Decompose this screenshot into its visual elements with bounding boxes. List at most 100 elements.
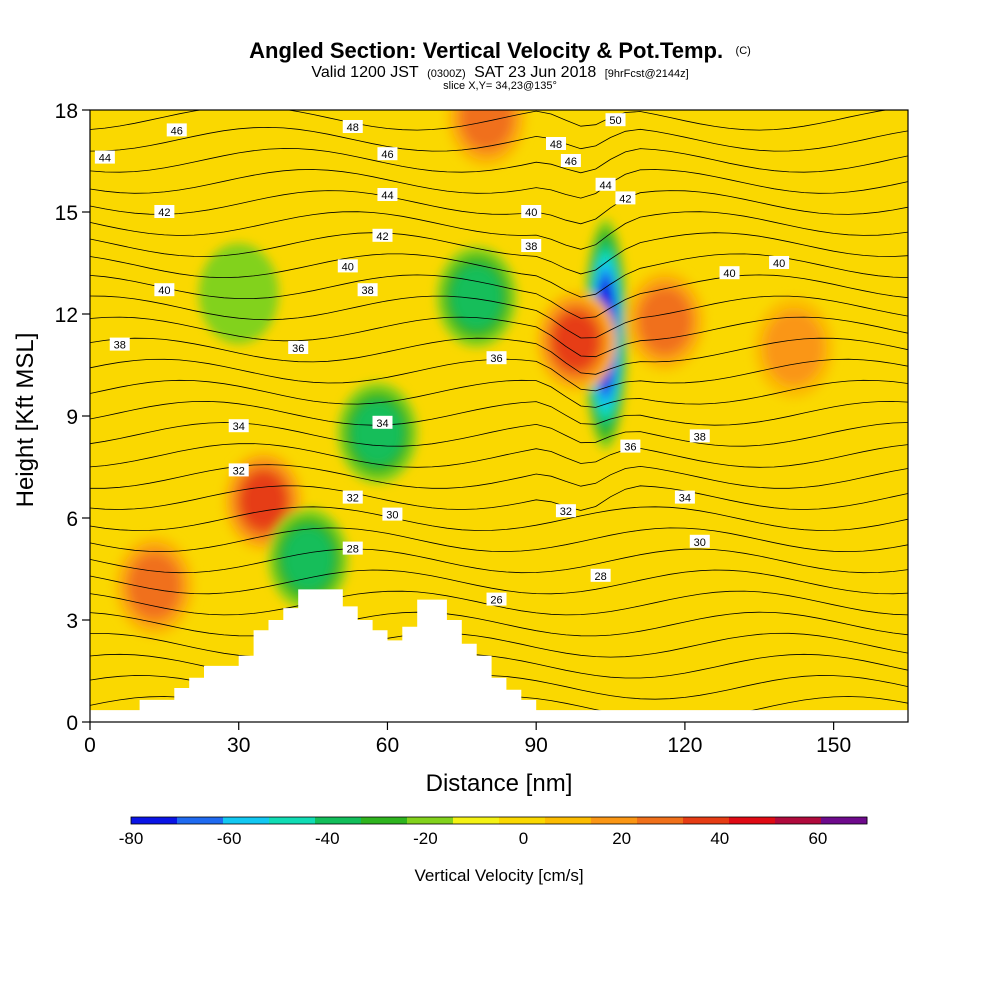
colorbar-swatch: [361, 817, 408, 824]
velocity-feature-7: [436, 246, 517, 348]
isentrope-line: [90, 485, 908, 511]
colorbar-swatch: [223, 817, 270, 824]
x-tick-label: 150: [816, 734, 851, 757]
isentrope-label: 36: [620, 439, 641, 454]
isentrope-label: 42: [372, 228, 393, 243]
x-tick-label: 0: [84, 734, 96, 757]
isentrope-label: 46: [377, 147, 398, 161]
isentrope-label-text: 44: [599, 180, 611, 192]
isentrope-label-text: 36: [292, 343, 304, 355]
colorbar-tick-label: 20: [612, 829, 631, 848]
terrain-mask: [90, 589, 908, 722]
colorbar-swatch: [407, 817, 454, 824]
colorbar-tick-label: -60: [217, 829, 242, 848]
isentrope-label-box: [342, 120, 363, 133]
x-tick-label: 120: [667, 734, 702, 757]
isentrope-label-box: [228, 419, 249, 433]
isentrope-label-box: [377, 188, 398, 201]
isentrope-label: 44: [595, 177, 616, 192]
x-tick-label: 30: [227, 734, 250, 757]
velocity-level-ellipse: [451, 265, 502, 329]
isentrope-label-box: [769, 256, 790, 269]
colorbar: -80 -60 -40 -20 0 20 40 60: [119, 816, 868, 848]
isentrope-label-text: 30: [386, 510, 398, 522]
isentrope-line: [90, 611, 908, 637]
isentrope-label-box: [620, 439, 641, 453]
isentrope-line: [90, 527, 908, 553]
isentrope-label-box: [595, 177, 616, 191]
colorbar-frame: [130, 816, 868, 825]
velocity-level-ellipse: [639, 289, 691, 353]
colorbar-swatch: [499, 817, 546, 824]
isentrope-label: 34: [372, 415, 393, 430]
colorbar-swatch: [729, 817, 776, 824]
isentrope-label: 40: [521, 205, 542, 219]
isentrope-label-box: [109, 337, 130, 351]
isentrope-label-box: [521, 205, 542, 218]
isentrope-label-text: 48: [550, 139, 562, 151]
chart-subtitle: Valid 1200 JST (0300Z) SAT 23 Jun 2018 […: [311, 64, 688, 81]
isentrope-label-box: [555, 504, 576, 518]
colorbar-swatch: [545, 817, 592, 824]
isentrope-label: 28: [590, 568, 611, 583]
isentrope-line: [90, 422, 908, 447]
isentrope-label-box: [166, 123, 187, 137]
isentrope-label-text: 38: [361, 285, 373, 297]
isentrope-label: 46: [166, 123, 187, 137]
y-tick-label: 18: [55, 100, 78, 123]
velocity-level-ellipse: [352, 401, 403, 465]
isentrope-line: [90, 126, 908, 152]
y-tick-label: 3: [66, 610, 78, 633]
isentrope-label-box: [357, 283, 378, 297]
isentrope-label: 48: [342, 120, 363, 134]
isentrope-label-text: 30: [694, 537, 706, 549]
isentrope-line: [90, 548, 908, 574]
isentrope-line: [90, 400, 908, 426]
isentrope-label: 42: [615, 191, 636, 205]
colorbar-swatch: [453, 817, 500, 824]
velocity-level-ellipse: [461, 110, 512, 149]
isentrope-label: 34: [228, 419, 249, 433]
isentrope-line: [90, 316, 908, 358]
velocity-level-ellipse: [198, 243, 279, 344]
colorbar-swatch: [591, 817, 638, 824]
isentrope-label: 32: [555, 504, 576, 518]
isentrope-label: 40: [337, 259, 358, 273]
isentrope-label-text: 38: [525, 241, 537, 253]
isentrope-label-box: [377, 147, 398, 161]
isentrope-label-box: [590, 568, 611, 582]
velocity-feature-5: [268, 508, 349, 610]
isentrope-line: [90, 295, 908, 339]
isentrope-label-box: [372, 228, 393, 242]
isentrope-label: 38: [357, 283, 378, 297]
isentrope-label-text: 40: [723, 268, 735, 280]
isentrope-label-box: [94, 150, 115, 164]
velocity-level-ellipse: [764, 310, 824, 386]
isentrope-label-text: 46: [565, 156, 577, 168]
velocity-feature-9: [625, 270, 706, 372]
isentrope-line: [90, 190, 908, 225]
isentrope-label: 30: [382, 507, 403, 522]
isentrope-line: [90, 464, 908, 489]
isentrope-label-text: 42: [376, 231, 388, 243]
isentrope-line: [90, 379, 908, 408]
isentrope-label-text: 46: [381, 149, 393, 161]
colorbar-swatch: [177, 817, 224, 824]
colorbar-swatch: [821, 817, 868, 824]
isentrope-label-box: [546, 137, 567, 150]
isentrope-label-text: 42: [158, 207, 170, 219]
y-tick-label: 6: [66, 508, 78, 531]
isentrope-line: [90, 274, 908, 319]
isentrope-label: 38: [521, 239, 542, 253]
isentrope-line: [90, 148, 908, 174]
isentrope-label: 46: [560, 154, 581, 168]
isentrope-label-box: [689, 534, 710, 548]
isentrope-label: 32: [342, 490, 363, 505]
x-axis: 0 30 60 90 120 150: [84, 722, 851, 757]
velocity-feature-10: [753, 297, 834, 399]
colorbar-swatch: [775, 817, 822, 824]
isentrope-label: 26: [486, 592, 507, 607]
